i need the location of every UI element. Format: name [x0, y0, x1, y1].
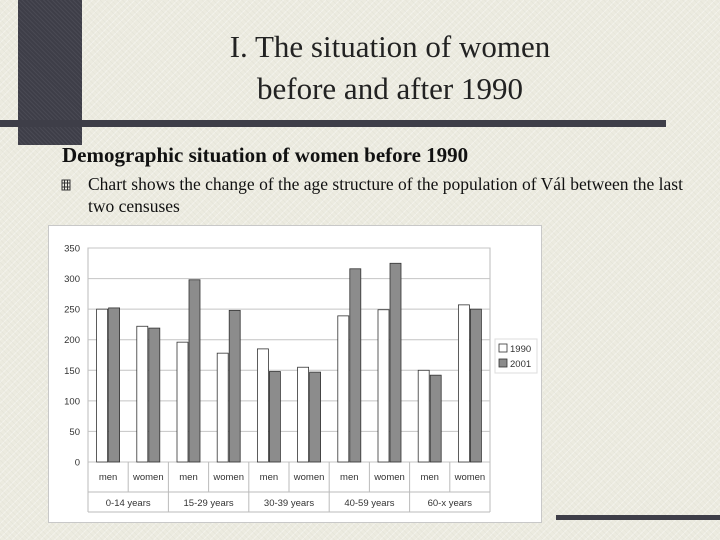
bar-1990-2 [136, 325, 149, 463]
x-tick-label: women [373, 472, 405, 483]
y-tick-label: 50 [69, 427, 80, 438]
bullet-icon [61, 179, 71, 191]
y-tick-label: 150 [64, 366, 80, 377]
bar-1990-5 [256, 348, 269, 463]
x-group-label: 60-x years [428, 498, 473, 509]
bar-2001-7 [349, 268, 362, 463]
plot-frame [87, 247, 491, 463]
bar-1990-3 [176, 341, 189, 463]
x-tick-label: women [132, 472, 164, 483]
x-group-label: 30-39 years [264, 498, 314, 509]
x-group-label: 40-59 years [344, 498, 394, 509]
y-tick-label: 250 [64, 305, 80, 316]
x-group-label: 0-14 years [106, 498, 151, 509]
bar-chart: 0 50 100 150 200 250 300 350 men women men women men… [64, 244, 538, 513]
bar-2001-1 [108, 307, 120, 463]
bar-2001-9 [429, 374, 442, 463]
x-tick-label: men [179, 472, 197, 483]
x-tick-label: men [260, 472, 278, 483]
bar-1990-9 [417, 369, 430, 463]
legend-swatch-1990 [498, 343, 508, 353]
y-tick-label: 100 [64, 396, 80, 407]
bar-1990-10 [457, 304, 470, 463]
bar-2001-3 [188, 279, 201, 463]
bar-2001-4 [228, 309, 241, 463]
bar-1990-8 [377, 309, 390, 463]
y-tick-label: 300 [64, 274, 80, 285]
bottom-divider [556, 515, 720, 520]
bar-1990-4 [216, 352, 229, 463]
slide-title: I. The situation of women before and aft… [229, 29, 551, 106]
legend-swatch-2001 [498, 358, 508, 368]
bullet-text: Chart shows the change of the age struct… [88, 174, 683, 216]
chart-container: 0 50 100 150 200 250 300 350 men women men women men… [48, 225, 542, 523]
y-tick-label: 350 [64, 244, 80, 255]
bar-1990-7 [337, 315, 350, 463]
bar-1990-6 [297, 366, 310, 463]
section-heading: Demographic situation of women before 19… [62, 143, 469, 167]
legend-label-2001: 2001 [510, 359, 531, 370]
bar-2001-8 [389, 262, 402, 463]
bar-2001-2 [148, 327, 161, 463]
legend-label-1990: 1990 [510, 344, 531, 355]
x-tick-label: men [340, 472, 358, 483]
title-divider [0, 120, 666, 127]
bar-2001-10 [469, 308, 482, 463]
x-tick-label: men [420, 472, 438, 483]
bar-2001-6 [309, 371, 322, 463]
bar-2001-5 [268, 371, 281, 463]
y-tick-label: 0 [75, 458, 80, 469]
bar-1990-1 [96, 308, 108, 463]
y-tick-label: 200 [64, 335, 80, 346]
x-tick-label: men [99, 472, 117, 483]
x-tick-label: women [454, 472, 486, 483]
x-tick-label: women [212, 472, 244, 483]
x-group-label: 15-29 years [184, 498, 234, 509]
x-tick-label: women [293, 472, 325, 483]
